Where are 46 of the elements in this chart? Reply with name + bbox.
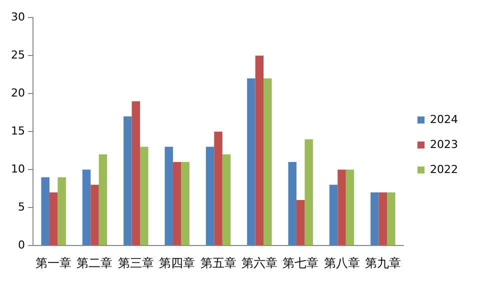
legend-label: 2023 [430,138,458,151]
bar [346,170,354,246]
bar [49,192,58,246]
bar [172,162,182,246]
bar [255,56,264,246]
bar [378,192,388,246]
bar [181,162,190,246]
y-tick-label: 0 [18,238,25,252]
bar [58,177,66,246]
bar [329,184,338,246]
x-tick-label: 第六章 [241,256,278,270]
bar [164,146,173,246]
bar [124,116,132,246]
bar [98,154,108,246]
y-tick-label: 10 [10,162,25,176]
x-tick-label: 第九章 [364,256,401,270]
bar [288,162,296,246]
bar [90,184,99,246]
y-tick-label: 20 [10,86,25,100]
legend-label: 2024 [430,112,458,126]
x-tick-label: 第五章 [200,256,236,270]
bar [296,200,305,246]
bar [247,78,256,246]
bar [41,177,50,246]
bar [82,170,91,246]
bar [387,192,396,246]
bar [338,170,346,246]
bar [206,146,214,246]
bar [370,192,379,246]
bar [132,101,140,246]
x-tick-label: 第八章 [324,256,360,270]
bar [214,132,222,246]
x-tick-label: 第四章 [159,256,196,270]
legend-label: 2022 [430,162,458,176]
bar [264,78,272,246]
bar [140,146,148,246]
bar [304,139,313,246]
bar [222,154,231,246]
x-tick-label: 第七章 [282,256,319,270]
x-tick-label: 第二章 [76,256,113,270]
y-tick-label: 5 [18,200,25,214]
x-tick-label: 第三章 [118,256,154,270]
y-tick-label: 15 [10,124,25,138]
x-tick-label: 第一章 [36,256,72,270]
y-tick-label: 25 [10,48,25,62]
y-tick-label: 30 [10,10,25,24]
